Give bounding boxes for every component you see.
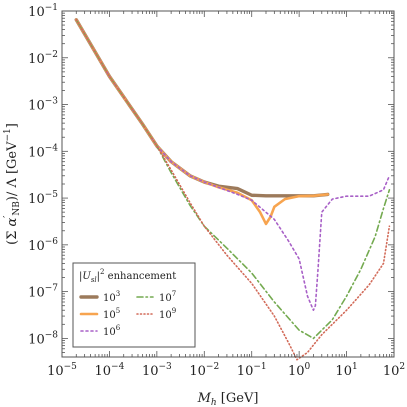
y-tick-label: 10−3	[28, 97, 58, 114]
y-tick-label: 10−7	[28, 284, 58, 301]
x-tick-label: 102	[383, 362, 405, 379]
x-tick-label: 10−2	[189, 362, 219, 379]
series-line-4	[75, 18, 391, 361]
x-tick-label: 10−4	[95, 362, 125, 379]
series-group	[74, 18, 391, 361]
legend-label-3: 107	[159, 290, 176, 304]
x-tick-label: 10−1	[237, 362, 267, 379]
series-line-2	[75, 18, 391, 312]
y-tick-labels: 10−1 10−2 10−3 10−4 10−5 10−6 10−7 10−8	[28, 3, 58, 347]
legend-entries: 103 105 106 107 109	[79, 290, 176, 338]
y-tick-label: 10−2	[28, 50, 58, 67]
x-axis-label: Mh [GeV]	[197, 391, 259, 407]
legend-label-2: 106	[103, 324, 121, 338]
x-tick-label: 101	[335, 362, 357, 379]
y-tick-label: 10−6	[28, 237, 58, 254]
legend-label-0: 103	[103, 290, 120, 304]
legend-label-1: 105	[103, 307, 120, 321]
legend-label-4: 109	[159, 307, 176, 321]
x-tick-label: 10−3	[142, 362, 172, 379]
x-tick-labels: 10−5 10−4 10−3 10−2 10−1 100 101 102	[47, 362, 405, 379]
x-tick-label: 100	[288, 362, 311, 379]
y-tick-label: 10−5	[28, 190, 58, 207]
y-axis-label: (Σ α′NB)/ Λ [GeV−1]	[3, 123, 22, 245]
legend-box	[72, 262, 196, 348]
y-tick-label: 10−1	[28, 3, 58, 20]
series-line-3	[75, 18, 391, 340]
x-tick-label: 10−5	[47, 362, 77, 379]
y-tick-label: 10−8	[28, 330, 58, 347]
y-tick-label: 10−4	[28, 143, 58, 160]
ticks-group	[61, 10, 395, 358]
